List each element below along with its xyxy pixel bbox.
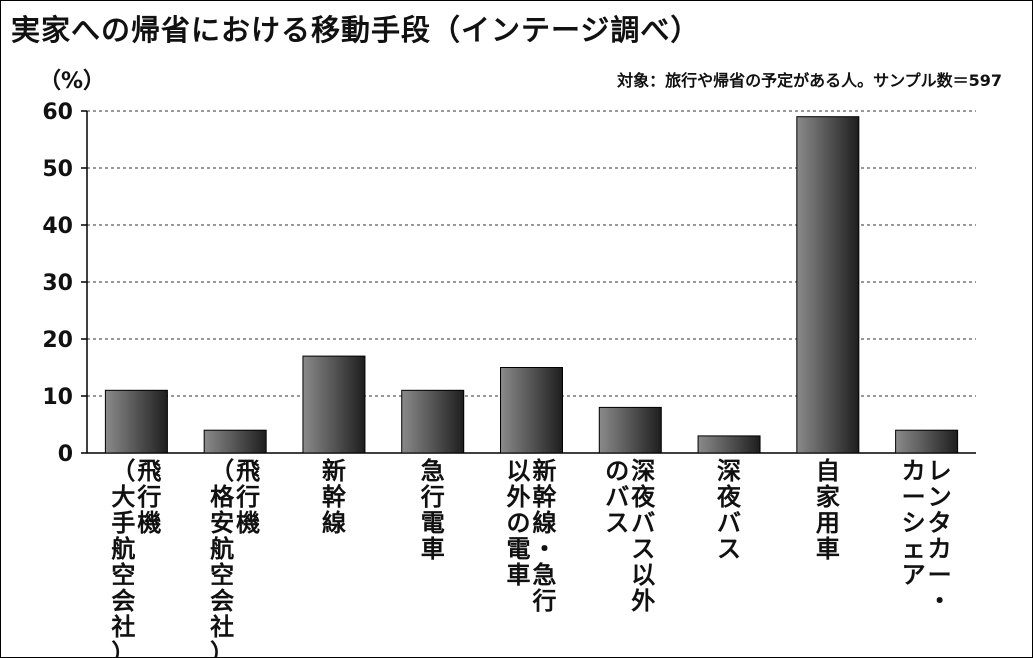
y-tick-label: 10 — [42, 385, 73, 410]
y-tick-label: 20 — [42, 328, 73, 353]
x-category-label: 飛行機 — [136, 457, 161, 537]
bar — [697, 435, 761, 454]
bar — [104, 389, 168, 454]
bars — [104, 116, 959, 454]
x-category-label: 自家用車 — [816, 457, 840, 563]
x-category-label: レンタカー・ — [928, 457, 952, 615]
x-category-label: カーシェア — [902, 457, 926, 589]
x-category-label: 深夜バス以外 — [630, 457, 656, 615]
bar — [500, 367, 563, 454]
y-tick-label: 50 — [42, 157, 73, 182]
y-tick-label: 30 — [42, 271, 73, 296]
y-tick-labels: 0 10 20 30 40 50 60 — [42, 100, 73, 467]
bar — [203, 429, 267, 454]
sample-note: 対象：旅行や帰省の予定がある人。サンプル数＝597 — [617, 71, 1002, 90]
bar — [895, 429, 959, 454]
bar — [598, 406, 662, 454]
y-tick-label: 40 — [42, 214, 73, 239]
y-axis-unit: （%） — [39, 69, 106, 94]
x-category-label: 新幹線・急行 — [532, 457, 558, 615]
x-category-label: のバス — [605, 457, 629, 537]
bar — [302, 355, 366, 454]
x-category-label: 急行電車 — [420, 457, 445, 563]
x-category-label: （大手航空会社） — [111, 457, 135, 657]
chart-title: 実家への帰省における移動手段（インテージ調べ） — [11, 13, 701, 47]
x-category-label: 新幹線 — [322, 457, 347, 537]
x-category-labels: 飛行機（大手航空会社）飛行機（格安航空会社）新幹線急行電車新幹線・急行以外の電車… — [111, 457, 951, 657]
y-tick-label: 0 — [58, 442, 73, 467]
x-category-label: （格安航空会社） — [210, 457, 235, 657]
bar — [796, 116, 860, 454]
y-tick-label: 60 — [42, 100, 73, 125]
bar — [401, 389, 465, 454]
x-category-label: 深夜バス — [716, 457, 742, 563]
x-category-label: 以外の電車 — [507, 457, 531, 589]
x-category-label: 飛行機 — [235, 457, 260, 537]
